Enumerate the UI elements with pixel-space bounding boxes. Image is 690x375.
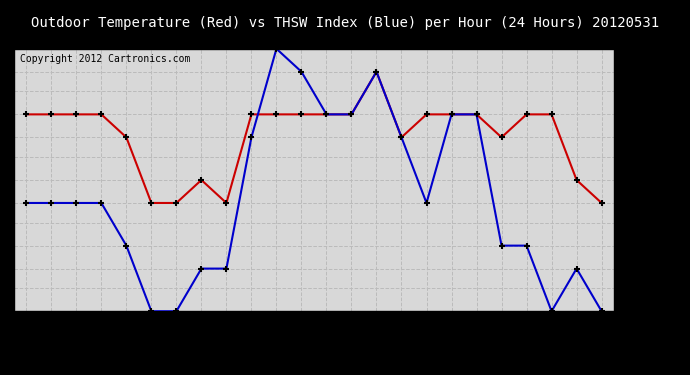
Text: Outdoor Temperature (Red) vs THSW Index (Blue) per Hour (24 Hours) 20120531: Outdoor Temperature (Red) vs THSW Index … — [31, 15, 659, 30]
Text: Copyright 2012 Cartronics.com: Copyright 2012 Cartronics.com — [20, 54, 190, 64]
